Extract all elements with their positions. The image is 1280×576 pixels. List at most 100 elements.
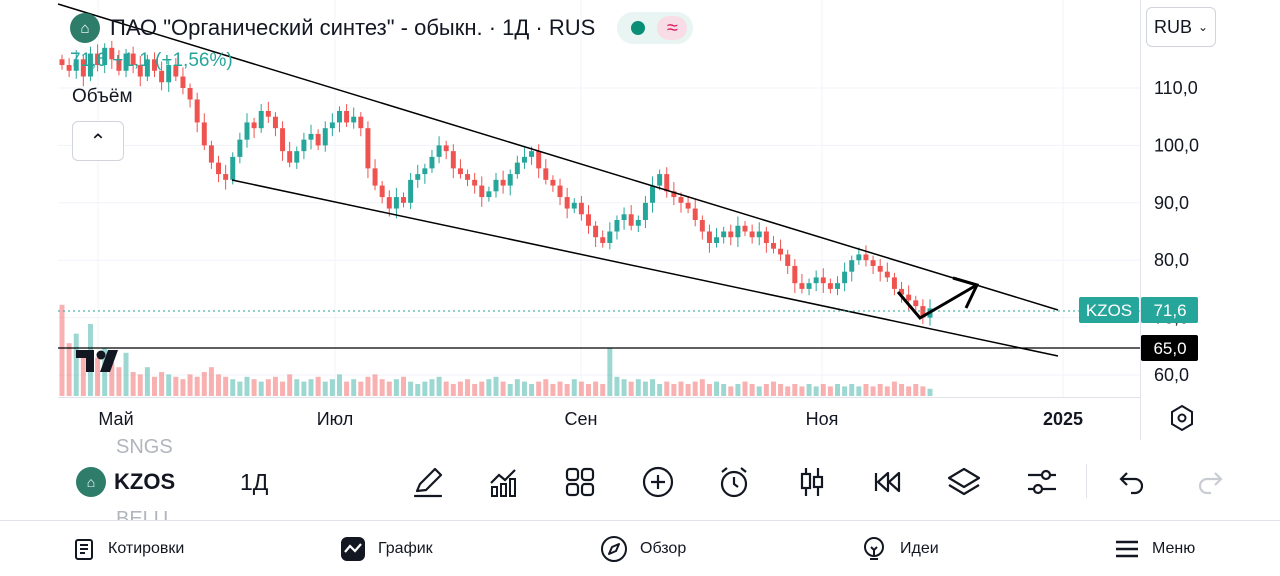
candle-body	[379, 185, 385, 198]
kzos-logo-icon: ⌂	[70, 13, 100, 43]
candle-body	[280, 128, 286, 152]
candle-body	[564, 197, 570, 209]
layouts-icon[interactable]	[560, 462, 600, 502]
currency-select[interactable]: RUB ⌄	[1146, 7, 1216, 47]
volume-bar	[251, 379, 257, 396]
candle-body	[507, 174, 513, 186]
candle-body	[230, 156, 236, 180]
candle-body	[543, 168, 549, 180]
undo-icon[interactable]	[1112, 462, 1152, 502]
candle-body	[664, 174, 670, 192]
candle-body	[187, 88, 193, 100]
volume-bar	[344, 381, 350, 396]
collapse-legend-button[interactable]: ⌃	[72, 121, 124, 161]
volume-bar	[635, 379, 641, 396]
candle-body	[571, 202, 577, 209]
volume-bar	[586, 384, 591, 396]
pencil-icon[interactable]	[408, 462, 448, 502]
nav-menu[interactable]: Меню	[1114, 533, 1195, 565]
candle-body	[899, 288, 905, 295]
last-price-label: 71,6	[1153, 301, 1186, 320]
candle-body	[322, 128, 328, 146]
volume-bar	[529, 384, 535, 396]
volume-bar	[287, 374, 293, 396]
volume-bar	[109, 362, 115, 396]
candle-body	[415, 174, 421, 180]
volume-bar	[429, 379, 435, 396]
volume-bar	[372, 374, 378, 396]
y-tick-label: 100,0	[1154, 135, 1199, 155]
forecast-arrow-head	[952, 276, 980, 309]
volume-bar	[770, 381, 776, 396]
candle-body	[166, 65, 172, 83]
volume-bars	[59, 304, 933, 396]
symbol-button[interactable]: ⌂ KZOS	[76, 464, 175, 500]
volume-bar	[408, 381, 414, 396]
nav-chart[interactable]: График	[340, 533, 433, 565]
chart-type-icon[interactable]	[792, 462, 832, 502]
candle-body	[372, 168, 378, 186]
candle-body	[856, 254, 862, 261]
chevron-up-icon: ⌃	[89, 130, 107, 153]
alert-icon[interactable]	[714, 462, 754, 502]
nav-watchlist[interactable]: Котировки	[72, 533, 184, 565]
lower-trendline[interactable]	[231, 179, 1059, 357]
candle-body	[272, 116, 278, 129]
candle-body	[329, 122, 335, 129]
symbol-header[interactable]: ⌂ ПАО "Органический синтез" - обыкн. · 1…	[70, 12, 694, 44]
volume-bar	[315, 376, 321, 396]
volume-bar	[728, 386, 734, 396]
candle-body	[536, 151, 542, 169]
volume-bar	[735, 384, 741, 396]
nav-overview[interactable]: Обзор	[600, 533, 686, 565]
volume-bar	[507, 384, 513, 396]
volume-bar	[201, 372, 207, 396]
chevron-down-icon: ⌄	[1197, 20, 1209, 34]
header-title[interactable]: ПАО "Органический синтез" - обыкн. · 1Д …	[110, 15, 596, 40]
candle-body	[287, 151, 293, 163]
volume-bar	[607, 348, 613, 396]
kzos-logo-icon: ⌂	[76, 467, 106, 497]
trendline-drawings[interactable]	[57, 3, 1140, 357]
price-axis[interactable]	[58, 0, 1141, 440]
candle-body	[906, 294, 912, 301]
layers-icon[interactable]	[944, 462, 984, 502]
candle-body	[792, 265, 798, 284]
settings-hexagon-icon[interactable]	[1171, 404, 1193, 432]
candle-body	[237, 139, 243, 157]
candle-body	[877, 265, 883, 272]
candle-body	[628, 214, 634, 226]
add-icon[interactable]	[638, 462, 678, 502]
volume-bar	[401, 376, 406, 396]
candle-body	[137, 65, 143, 77]
volume-bar	[457, 381, 463, 396]
candle-body	[728, 231, 734, 238]
indicators-icon[interactable]	[484, 462, 524, 502]
volume-bar	[913, 384, 919, 396]
candle-body	[685, 202, 691, 209]
interval-button[interactable]: 1Д	[240, 468, 269, 495]
redo-icon[interactable]	[1190, 462, 1230, 502]
nav-label: Меню	[1152, 540, 1196, 557]
settings-icon[interactable]	[1022, 462, 1062, 502]
candle-body	[529, 151, 535, 157]
candle-body	[521, 156, 527, 163]
candle-body	[635, 220, 641, 226]
replay-icon[interactable]	[868, 462, 908, 502]
nav-ideas[interactable]: Идеи	[860, 533, 939, 565]
candle-body	[642, 202, 648, 221]
market-status-pill[interactable]: ≈	[617, 12, 694, 44]
volume-bar	[272, 376, 278, 396]
upper-trendline[interactable]	[57, 3, 1059, 311]
candle-body	[465, 174, 471, 180]
volume-bar	[479, 381, 485, 396]
candle-body	[835, 283, 840, 289]
forecast-arrow[interactable]	[896, 284, 976, 320]
volume-bar	[742, 381, 748, 396]
volume-indicator-label[interactable]: Объём	[72, 86, 133, 107]
candle-body	[422, 168, 428, 175]
candle-body	[742, 225, 748, 232]
chart-icon	[341, 537, 365, 561]
candle-body	[699, 220, 705, 232]
candle-body	[657, 174, 663, 186]
